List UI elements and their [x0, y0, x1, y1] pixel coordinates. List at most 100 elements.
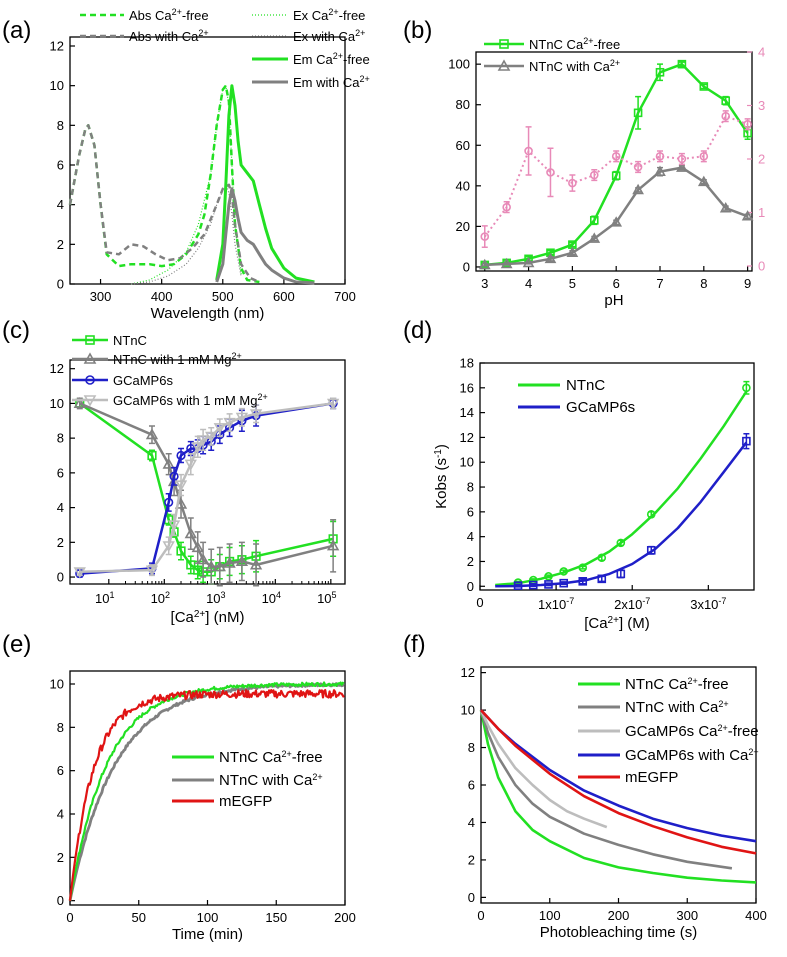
- data-point: [578, 563, 588, 572]
- y-tick-label: 0: [57, 570, 64, 585]
- y-tick-label: 8: [57, 720, 64, 735]
- data-point: [544, 572, 553, 581]
- data-point: [167, 520, 181, 532]
- x-axis-label: Wavelength (nm): [151, 305, 265, 322]
- data-point: [588, 232, 601, 243]
- y-tick-label: 0: [468, 890, 475, 905]
- error-bar: [617, 569, 624, 579]
- error-bar: [560, 569, 567, 574]
- y-tick-label: 6: [57, 763, 64, 778]
- data-point: [500, 257, 513, 269]
- data-point: [223, 556, 236, 568]
- error-bar: [171, 513, 178, 537]
- x-tick-label: 4: [525, 276, 532, 291]
- y-tick-label: 12: [461, 665, 475, 680]
- y-tick-label: 10: [461, 703, 475, 718]
- data-point: [597, 553, 607, 563]
- legend-label: GCaMP6s Ca2+-free: [625, 723, 759, 740]
- data-point: [654, 165, 666, 176]
- data-point: [611, 152, 621, 161]
- y-tick-label: 10: [50, 396, 64, 411]
- data-point: [73, 567, 86, 579]
- y-tick-label: 2: [57, 535, 64, 550]
- series-line: [479, 709, 733, 870]
- y-tick-label: 6: [467, 504, 474, 519]
- y-tick-label: 8: [57, 118, 64, 133]
- error-bar: [330, 519, 337, 573]
- data-point: [174, 480, 188, 492]
- error-bar: [598, 575, 605, 583]
- x-tick-label: 3: [481, 276, 488, 291]
- y-tick-label-right: 4: [758, 45, 765, 60]
- legend-label: GCaMP6s: [566, 399, 635, 416]
- x-tick-label: 300: [90, 289, 112, 304]
- error-bar: [569, 174, 576, 192]
- data-point: [522, 256, 535, 268]
- x-tick-label: 102: [151, 590, 170, 606]
- data-point: [235, 554, 249, 567]
- y-tick-label: 0: [57, 893, 64, 908]
- x-tick-label: 400: [151, 289, 173, 304]
- x-tick-label: 8: [700, 276, 707, 291]
- error-bar: [216, 546, 223, 587]
- error-bar: [743, 432, 750, 450]
- y-tick-label: 8: [57, 431, 64, 446]
- data-point: [616, 569, 626, 579]
- y-tick-label: 16: [460, 380, 474, 395]
- legend: NTnC GCaMP6s: [518, 377, 635, 416]
- fit-line: [495, 390, 748, 587]
- x-axis-label: Photobleaching time (s): [540, 924, 698, 941]
- legend-marker: [497, 59, 511, 71]
- plot-frame: [479, 362, 755, 591]
- data-point: [186, 560, 196, 570]
- data-point: [193, 565, 203, 575]
- legend-label: NTnC with 1 mM Mg2+: [113, 351, 242, 367]
- series-line: [68, 681, 345, 901]
- error-bar: [515, 583, 522, 588]
- x-tick-label: 5: [569, 276, 576, 291]
- data-point: [546, 168, 555, 177]
- y-tick-label: 14: [460, 405, 474, 420]
- x-tick-label: 500: [212, 289, 234, 304]
- data-point: [73, 396, 86, 409]
- error-bar: [635, 95, 642, 130]
- panel-label: (c): [2, 317, 30, 344]
- x-tick-label: 100: [539, 908, 561, 923]
- x-tick-label: 105: [317, 590, 336, 606]
- series-line: [480, 709, 757, 855]
- legend-marker: [83, 352, 97, 364]
- data-point: [249, 558, 263, 570]
- x-tick-label: 6: [613, 276, 620, 291]
- data-point: [184, 459, 197, 471]
- data-point: [196, 553, 210, 565]
- y-tick-label: 10: [50, 78, 64, 93]
- data-point: [147, 450, 157, 461]
- data-point: [478, 258, 491, 270]
- data-point: [249, 409, 263, 421]
- series-line: [484, 62, 749, 267]
- y-tick-label: 4: [57, 500, 64, 515]
- legend-label: GCaMP6s with 1 mM Mg2+: [113, 392, 268, 408]
- legend-label: NTnC: [113, 333, 147, 348]
- data-point: [326, 539, 340, 551]
- y-tick-label: 6: [57, 158, 64, 173]
- error-bar: [178, 473, 185, 497]
- y-tick-label: 4: [57, 197, 64, 212]
- x-tick-label: 50: [132, 910, 146, 925]
- x-tick-label: 104: [262, 590, 281, 606]
- y-tick-label: 40: [456, 178, 470, 193]
- x-axis-label: [Ca2+] (M): [584, 615, 650, 633]
- error-bar: [545, 582, 552, 587]
- x-axis-label: [Ca2+] (nM): [171, 609, 245, 627]
- data-point: [480, 232, 490, 241]
- error-bar: [579, 565, 586, 570]
- legend: Abs Ca2+-free Abs with Ca2+ Ex Ca2+-free Ex…: [80, 7, 370, 90]
- y-tick-label: 12: [460, 430, 474, 445]
- data-point: [205, 560, 218, 572]
- error-bar: [187, 517, 194, 551]
- data-point: [646, 510, 656, 519]
- data-point: [719, 202, 732, 213]
- x-tick-label: 400: [745, 908, 767, 923]
- y-tick-label: 2: [57, 237, 64, 252]
- panel-f: (f) 0 100 200 300 400 0 2 4 6 8 10 12 Photobleaching …: [403, 631, 767, 941]
